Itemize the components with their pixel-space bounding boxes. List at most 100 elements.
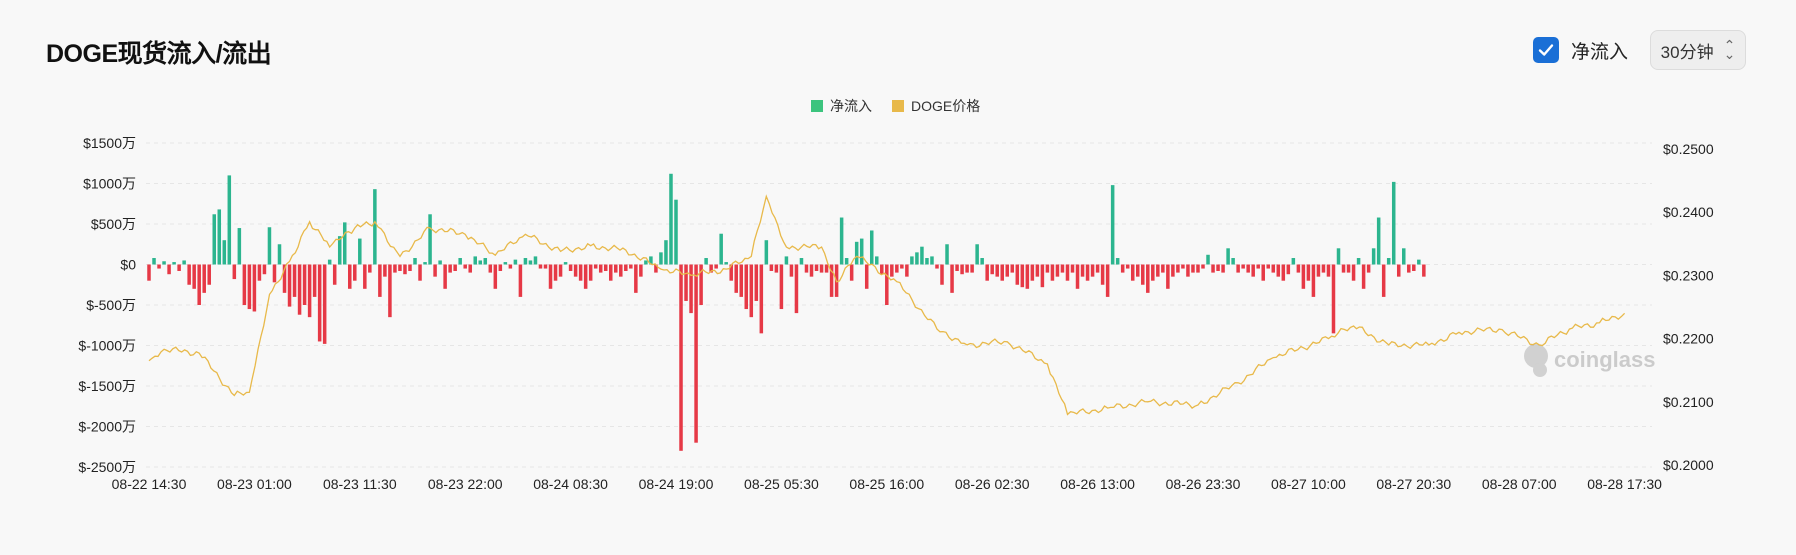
net-flow-bar[interactable] bbox=[814, 264, 819, 271]
net-flow-bar[interactable] bbox=[669, 173, 673, 265]
net-flow-bar[interactable] bbox=[593, 264, 598, 269]
net-flow-bar[interactable] bbox=[408, 264, 412, 271]
net-flow-bar[interactable] bbox=[905, 264, 909, 277]
net-flow-bar[interactable] bbox=[674, 199, 678, 265]
net-flow-bar[interactable] bbox=[1216, 264, 1220, 271]
net-flow-bar[interactable] bbox=[578, 264, 583, 281]
net-flow-bar[interactable] bbox=[583, 264, 588, 289]
net-flow-bar[interactable] bbox=[1040, 264, 1045, 288]
net-flow-bar[interactable] bbox=[980, 258, 984, 265]
net-flow-bar[interactable] bbox=[1281, 264, 1286, 281]
net-flow-bar[interactable] bbox=[438, 260, 442, 265]
net-flow-bar[interactable] bbox=[172, 262, 176, 265]
net-flow-bar[interactable] bbox=[945, 244, 949, 265]
net-flow-bar[interactable] bbox=[890, 264, 894, 277]
net-flow-bar[interactable] bbox=[719, 233, 723, 265]
net-flow-bar[interactable] bbox=[533, 256, 538, 265]
net-flow-bar[interactable] bbox=[322, 264, 327, 344]
net-flow-bar[interactable] bbox=[1422, 264, 1426, 277]
net-flow-bar[interactable] bbox=[1256, 264, 1260, 269]
interval-select[interactable]: 30分钟 ⌃ ⌄ bbox=[1650, 30, 1746, 70]
net-flow-bar[interactable] bbox=[608, 264, 613, 281]
net-flow-bar[interactable] bbox=[443, 264, 447, 289]
net-flow-bar[interactable] bbox=[1151, 264, 1155, 281]
net-flow-bar[interactable] bbox=[1386, 258, 1391, 265]
net-flow-bar[interactable] bbox=[162, 261, 166, 265]
net-flow-bar[interactable] bbox=[1226, 248, 1230, 265]
net-flow-bar[interactable] bbox=[187, 264, 191, 285]
net-flow-bar[interactable] bbox=[348, 264, 352, 289]
net-flow-bar[interactable] bbox=[699, 264, 703, 306]
net-flow-bar[interactable] bbox=[1346, 264, 1351, 273]
net-flow-bar[interactable] bbox=[478, 260, 483, 265]
net-flow-bar[interactable] bbox=[353, 264, 357, 281]
net-flow-bar[interactable] bbox=[1311, 264, 1316, 297]
net-flow-bar[interactable] bbox=[839, 217, 844, 265]
net-flow-bar[interactable] bbox=[970, 264, 974, 273]
net-flow-bar[interactable] bbox=[1276, 264, 1281, 277]
net-flow-bar[interactable] bbox=[1251, 264, 1255, 277]
net-flow-bar[interactable] bbox=[1191, 264, 1195, 273]
net-flow-bar[interactable] bbox=[1005, 264, 1010, 277]
net-flow-bar[interactable] bbox=[1105, 264, 1110, 297]
net-flow-bar[interactable] bbox=[1181, 264, 1185, 269]
net-flow-bar[interactable] bbox=[202, 264, 206, 293]
net-flow-bar[interactable] bbox=[508, 264, 513, 269]
net-flow-bar[interactable] bbox=[297, 264, 302, 315]
net-flow-bar[interactable] bbox=[1326, 264, 1331, 277]
net-flow-bar[interactable] bbox=[875, 256, 879, 265]
net-flow-bar[interactable] bbox=[332, 264, 337, 285]
net-flow-bar[interactable] bbox=[448, 264, 452, 273]
net-flow-bar[interactable] bbox=[1221, 264, 1225, 273]
net-flow-bar[interactable] bbox=[1000, 264, 1004, 281]
net-flow-bar[interactable] bbox=[588, 264, 593, 281]
net-flow-bar[interactable] bbox=[1381, 264, 1386, 297]
legend-swatch-net-inflow[interactable] bbox=[811, 100, 823, 112]
net-flow-bar[interactable] bbox=[829, 264, 834, 297]
net-flow-bar[interactable] bbox=[1211, 264, 1215, 273]
net-flow-bar[interactable] bbox=[1070, 264, 1075, 273]
net-flow-bar[interactable] bbox=[895, 264, 899, 273]
net-flow-bar[interactable] bbox=[1030, 264, 1035, 281]
net-flow-bar[interactable] bbox=[769, 264, 774, 271]
net-flow-bar[interactable] bbox=[1035, 264, 1040, 277]
net-flow-bar[interactable] bbox=[1141, 264, 1145, 285]
net-flow-bar[interactable] bbox=[774, 264, 779, 273]
net-flow-bar[interactable] bbox=[1371, 248, 1376, 265]
net-flow-bar[interactable] bbox=[553, 264, 558, 281]
net-flow-bar[interactable] bbox=[252, 264, 257, 312]
net-flow-bar[interactable] bbox=[192, 264, 196, 289]
net-flow-bar[interactable] bbox=[563, 262, 568, 265]
net-flow-bar[interactable] bbox=[1316, 264, 1321, 277]
net-flow-bar[interactable] bbox=[960, 264, 964, 275]
net-flow-bar[interactable] bbox=[794, 264, 799, 314]
net-flow-bar[interactable] bbox=[388, 264, 392, 318]
net-flow-bar[interactable] bbox=[940, 264, 944, 285]
net-flow-bar[interactable] bbox=[1176, 264, 1180, 273]
net-flow-bar[interactable] bbox=[664, 240, 668, 265]
net-flow-bar[interactable] bbox=[1135, 264, 1140, 277]
net-flow-bar[interactable] bbox=[654, 264, 658, 273]
net-flow-bar[interactable] bbox=[910, 256, 914, 265]
net-flow-bar[interactable] bbox=[1366, 264, 1371, 273]
net-flow-bar[interactable] bbox=[739, 264, 744, 297]
net-flow-bar[interactable] bbox=[1196, 264, 1200, 273]
net-flow-bar[interactable] bbox=[764, 240, 769, 265]
net-flow-bar[interactable] bbox=[167, 264, 171, 275]
net-flow-bar[interactable] bbox=[302, 264, 307, 306]
net-flow-bar[interactable] bbox=[1130, 264, 1135, 281]
net-flow-bar[interactable] bbox=[1201, 264, 1205, 269]
net-flow-bar[interactable] bbox=[488, 264, 493, 273]
net-inflow-label[interactable]: 净流入 bbox=[1570, 41, 1628, 63]
net-flow-bar[interactable] bbox=[573, 264, 578, 277]
net-flow-bar[interactable] bbox=[282, 264, 287, 293]
net-flow-bar[interactable] bbox=[734, 264, 738, 293]
net-flow-bar[interactable] bbox=[292, 264, 297, 297]
net-flow-bar[interactable] bbox=[222, 240, 227, 265]
net-flow-bar[interactable] bbox=[538, 264, 543, 269]
net-flow-bar[interactable] bbox=[267, 227, 272, 265]
net-flow-bar[interactable] bbox=[864, 264, 869, 289]
net-flow-bar[interactable] bbox=[232, 264, 237, 280]
legend-label-price[interactable]: DOGE价格 bbox=[911, 98, 980, 114]
net-flow-bar[interactable] bbox=[1125, 264, 1130, 269]
